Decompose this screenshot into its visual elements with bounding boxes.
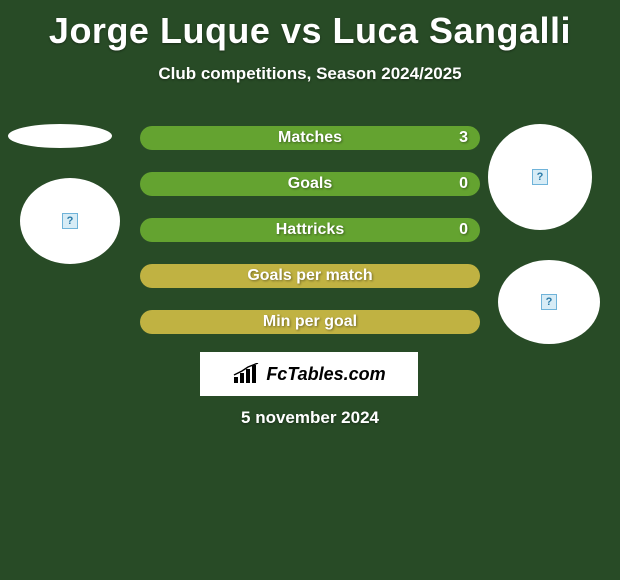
chart-icon (232, 363, 260, 385)
logo-text: FcTables.com (266, 364, 385, 385)
stat-row: Matches 3 (140, 126, 480, 150)
page-title: Jorge Luque vs Luca Sangalli (0, 0, 620, 52)
stat-row: Goals per match (140, 264, 480, 288)
subtitle: Club competitions, Season 2024/2025 (0, 64, 620, 84)
date-label: 5 november 2024 (0, 408, 620, 428)
stat-label: Hattricks (276, 221, 344, 239)
stat-label: Goals (288, 175, 332, 193)
placeholder-icon: ? (62, 213, 78, 229)
player-avatar-left: ? (20, 178, 120, 264)
stat-label: Min per goal (263, 313, 357, 331)
stat-label: Matches (278, 129, 342, 147)
stat-value: 0 (459, 221, 468, 239)
decorative-ellipse (8, 124, 112, 148)
player-avatar-right-top: ? (488, 124, 592, 230)
stats-container: Matches 3 Goals 0 Hattricks 0 Goals per … (140, 126, 480, 356)
player-avatar-right-bottom: ? (498, 260, 600, 344)
placeholder-icon: ? (541, 294, 557, 310)
stat-row: Min per goal (140, 310, 480, 334)
placeholder-icon: ? (532, 169, 548, 185)
stat-value: 0 (459, 175, 468, 193)
stat-row: Goals 0 (140, 172, 480, 196)
stat-value: 3 (459, 129, 468, 147)
logo-box: FcTables.com (200, 352, 418, 396)
stat-label: Goals per match (247, 267, 372, 285)
stat-row: Hattricks 0 (140, 218, 480, 242)
